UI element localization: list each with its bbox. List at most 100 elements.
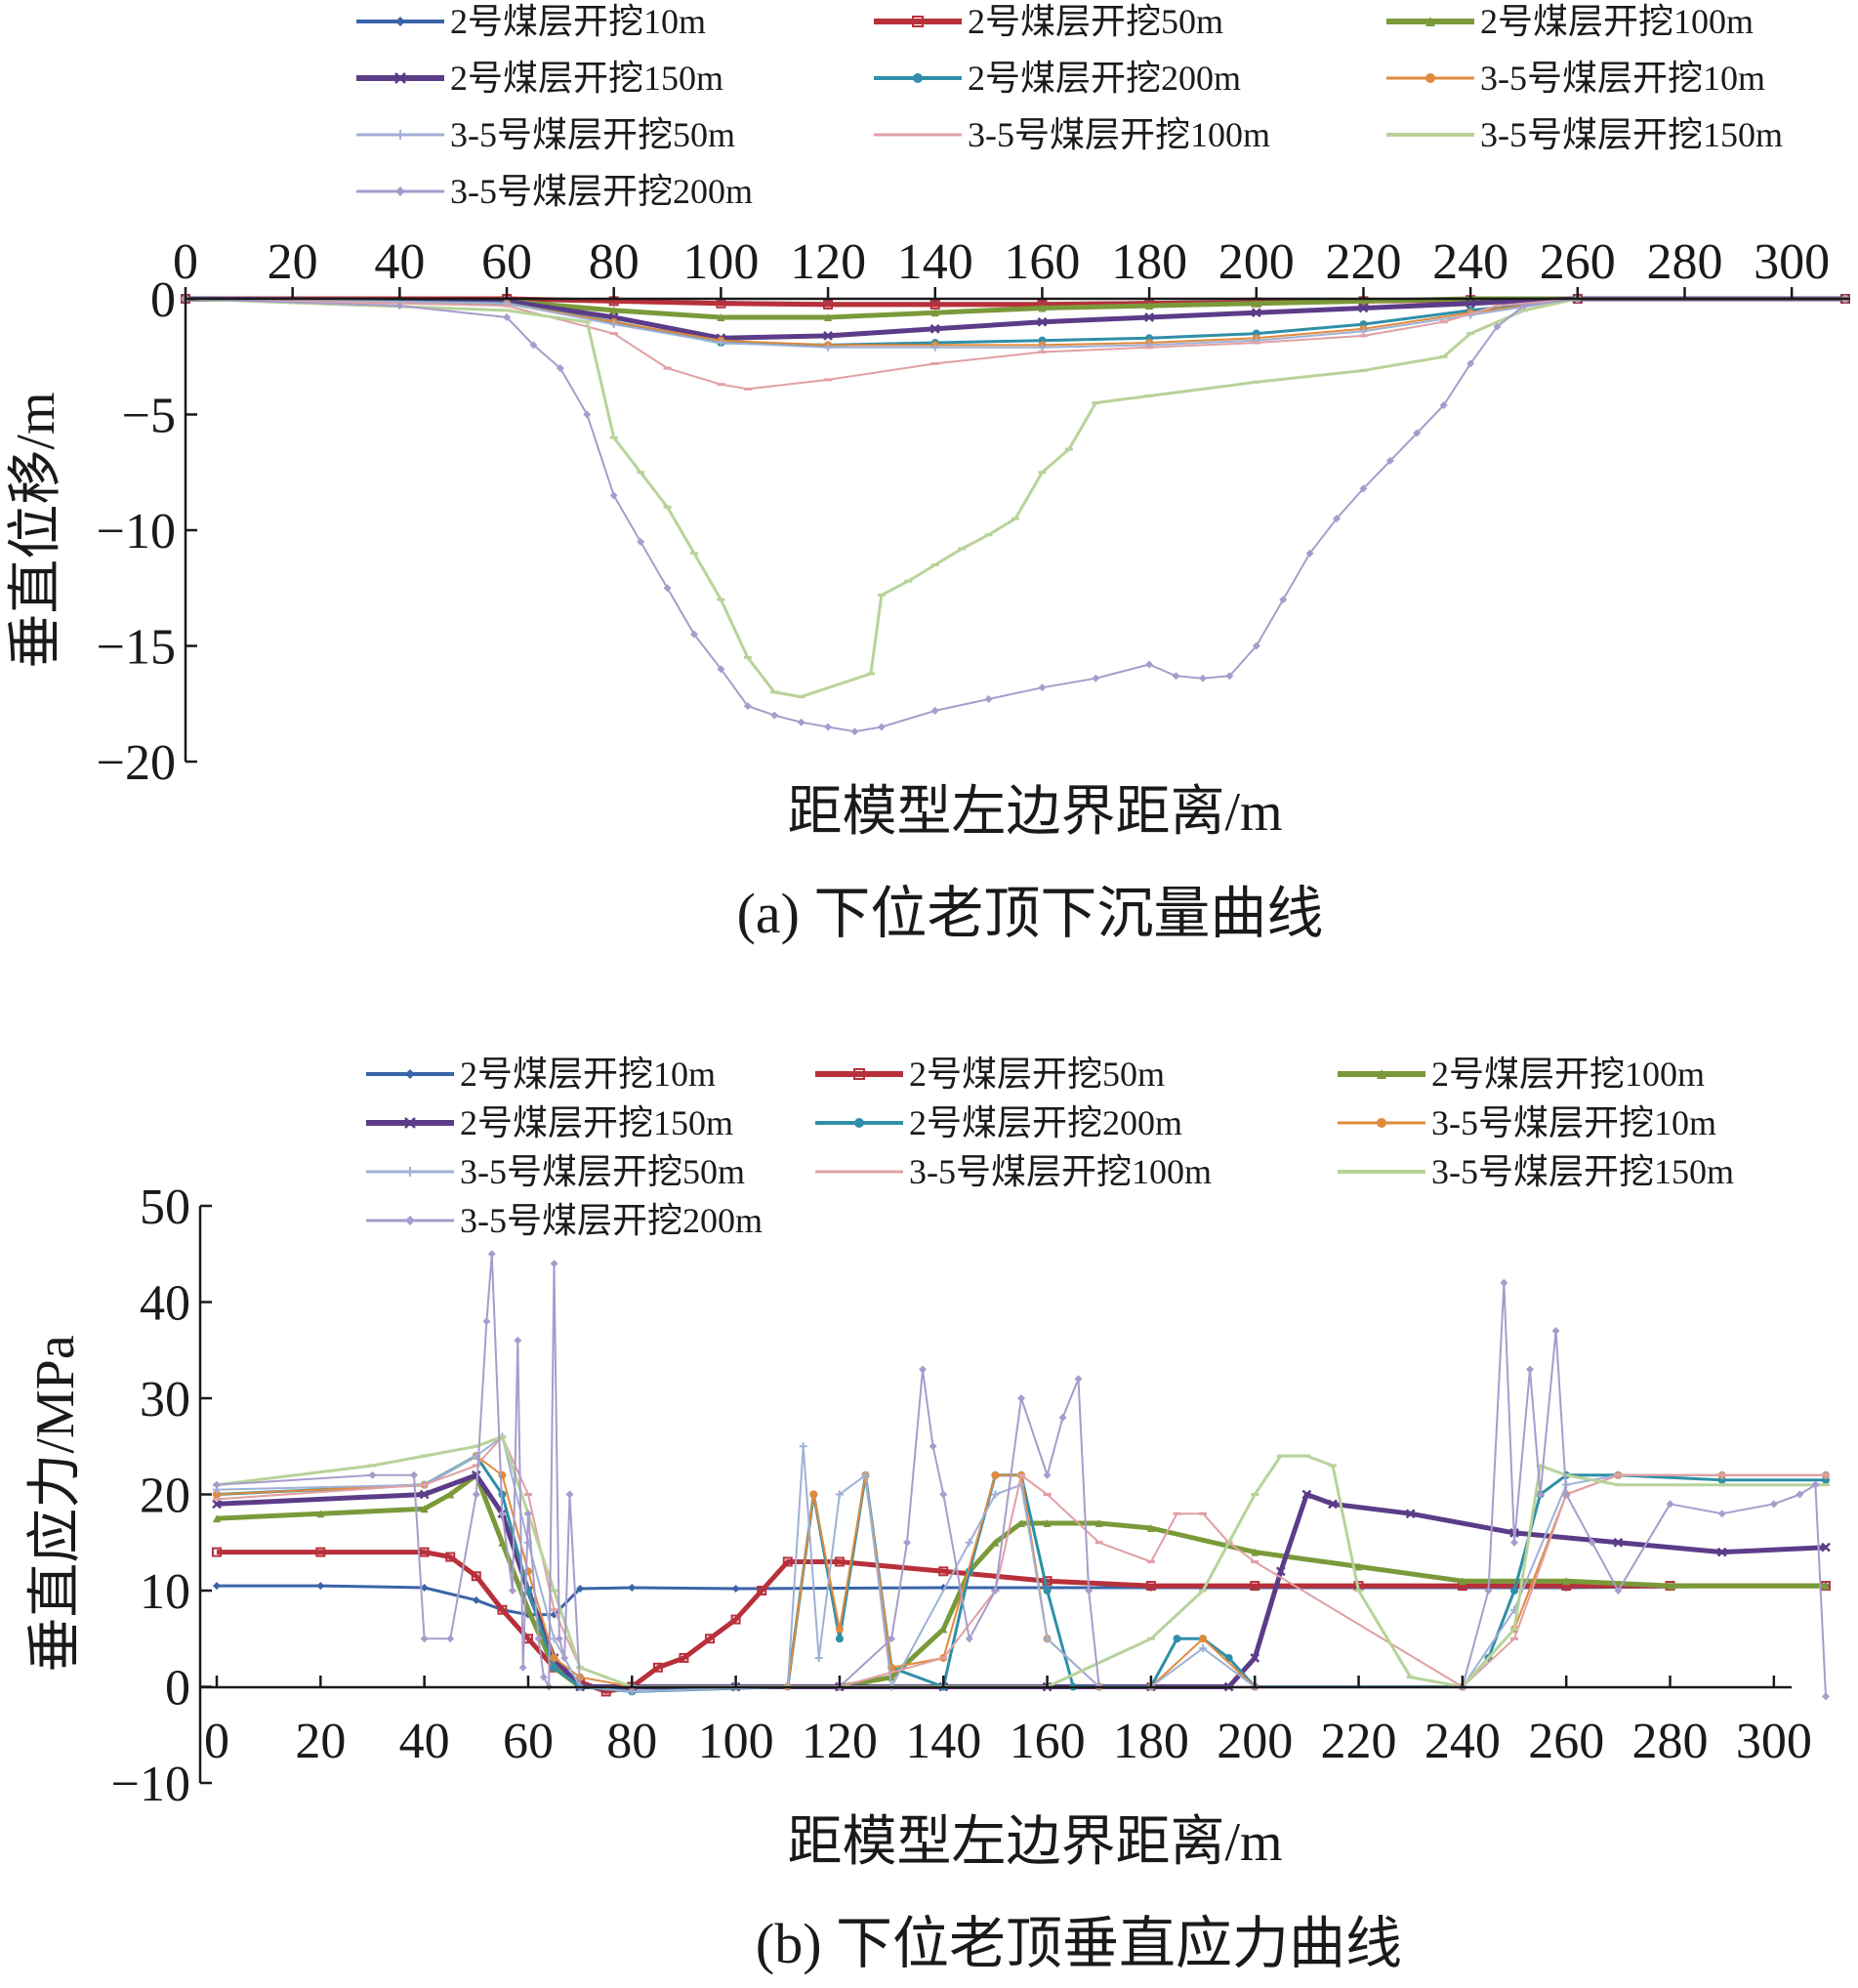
data-point [717, 312, 725, 321]
legend-marker [405, 1216, 415, 1225]
data-point [930, 343, 939, 352]
data-point [213, 1490, 221, 1499]
data-point [1043, 1587, 1052, 1595]
legend-label: 3-5号煤层开挖10m [1431, 1103, 1716, 1142]
data-point [1484, 1587, 1493, 1595]
legend-label: 3-5号煤层开挖200m [460, 1201, 763, 1240]
x-tick-label: 300 [1736, 1714, 1812, 1769]
data-point [471, 1571, 481, 1582]
data-point [799, 1442, 807, 1451]
legend-label: 2号煤层开挖100m [1431, 1055, 1705, 1094]
x-tick-label: 80 [606, 1714, 657, 1769]
x-tick-label: 0 [204, 1714, 229, 1769]
data-point [730, 1614, 741, 1625]
data-point [609, 491, 618, 500]
legend-marker [1377, 1118, 1386, 1128]
data-point [518, 1663, 527, 1672]
data-point [212, 1499, 222, 1510]
data-point [1225, 672, 1234, 681]
data-point [529, 341, 538, 350]
data-point [1466, 359, 1475, 368]
legend-a: 2号煤层开挖10m 2号煤层开挖50m 2号煤层开挖100m 2号煤层开挖150m 2号… [356, 2, 1783, 211]
legend-item: 2号煤层开挖50m [874, 2, 1223, 41]
legend-marker [854, 1118, 864, 1128]
x-tick-label: 160 [1010, 1714, 1086, 1769]
y-tick-label: −10 [111, 1757, 190, 1812]
x-tick-label: 100 [698, 1714, 774, 1769]
data-point [835, 1490, 844, 1499]
data-point [743, 702, 752, 711]
data-point [628, 1584, 637, 1593]
series-3-5-150m [182, 297, 1849, 699]
data-point [1305, 549, 1314, 558]
legend-marker [394, 72, 406, 84]
data-point [555, 1635, 563, 1643]
data-point [877, 723, 886, 731]
legend-item: 3-5号煤层开挖150m [1338, 1152, 1734, 1191]
data-point [1172, 672, 1180, 681]
data-point [1017, 1519, 1025, 1528]
x-tick-label: 20 [295, 1714, 346, 1769]
x-tick-label: 160 [1004, 234, 1080, 290]
data-point [930, 706, 939, 715]
data-point [1173, 1635, 1181, 1643]
y-tick-label: −10 [97, 504, 176, 559]
x-tick-label: 60 [481, 234, 532, 290]
series-line [216, 1435, 1826, 1693]
data-point [991, 1470, 1000, 1479]
data-point [1811, 1480, 1820, 1489]
data-point [782, 1556, 793, 1567]
data-point [316, 1582, 325, 1591]
legend-marker [1425, 73, 1435, 83]
legend-item: 3-5号煤层开挖10m [1338, 1103, 1716, 1142]
data-point [410, 1470, 419, 1479]
legend-label: 2号煤层开挖10m [450, 2, 706, 41]
data-point [1588, 1538, 1596, 1547]
x-tick-label: 120 [802, 1714, 878, 1769]
y-tick-label: 50 [140, 1180, 190, 1235]
caption-a: (a) 下位老顶下沉量曲线 [737, 882, 1324, 945]
legend-item: 2号煤层开挖150m [366, 1103, 733, 1142]
data-point [539, 1673, 548, 1681]
data-point [1145, 1581, 1156, 1592]
legend-item: 2号煤层开挖100m [1386, 2, 1754, 41]
legend-label: 3-5号煤层开挖10m [1480, 59, 1765, 98]
data-point [809, 1490, 818, 1499]
data-point [929, 1442, 937, 1451]
legend-label: 2号煤层开挖200m [968, 59, 1241, 98]
data-point [1493, 322, 1502, 331]
data-point [419, 1547, 430, 1557]
data-point [1038, 683, 1047, 692]
legend-item: 3-5号煤层开挖100m [815, 1152, 1212, 1191]
data-point [888, 1673, 896, 1681]
data-point [770, 711, 779, 720]
data-point [1017, 1394, 1025, 1402]
x-tick-label: 40 [399, 1714, 450, 1769]
data-point [823, 331, 833, 341]
data-point [482, 1317, 491, 1326]
series-group-b [212, 1250, 1831, 1701]
legend-label: 3-5号煤层开挖50m [450, 115, 735, 154]
data-point [472, 1490, 480, 1499]
data-point [213, 1514, 221, 1523]
data-point [514, 1336, 522, 1345]
y-tick-label: −5 [122, 389, 176, 444]
data-point [213, 1582, 221, 1591]
series-line [217, 1550, 1826, 1694]
data-point [1037, 316, 1048, 327]
legend-item: 3-5号煤层开挖50m [366, 1152, 745, 1191]
data-point [550, 1663, 558, 1672]
legend-b: 2号煤层开挖10m 2号煤层开挖50m 2号煤层开挖100m 2号煤层开挖150m 2号… [366, 1055, 1734, 1240]
data-point [1145, 660, 1154, 669]
data-point [583, 410, 592, 419]
data-point [652, 1662, 663, 1673]
y-axis-title-a: 垂直位移/m [6, 392, 66, 668]
x-tick-label: 220 [1325, 234, 1401, 290]
series-line [185, 298, 1845, 391]
legend-label: 2号煤层开挖150m [460, 1103, 733, 1142]
y-ticks-b: 50 40 30 20 10 0 −10 [111, 1180, 212, 1812]
x-axis-title-a: 距模型左边界距离/m [787, 782, 1282, 843]
data-point [1251, 1548, 1259, 1556]
data-point [1354, 1562, 1363, 1571]
